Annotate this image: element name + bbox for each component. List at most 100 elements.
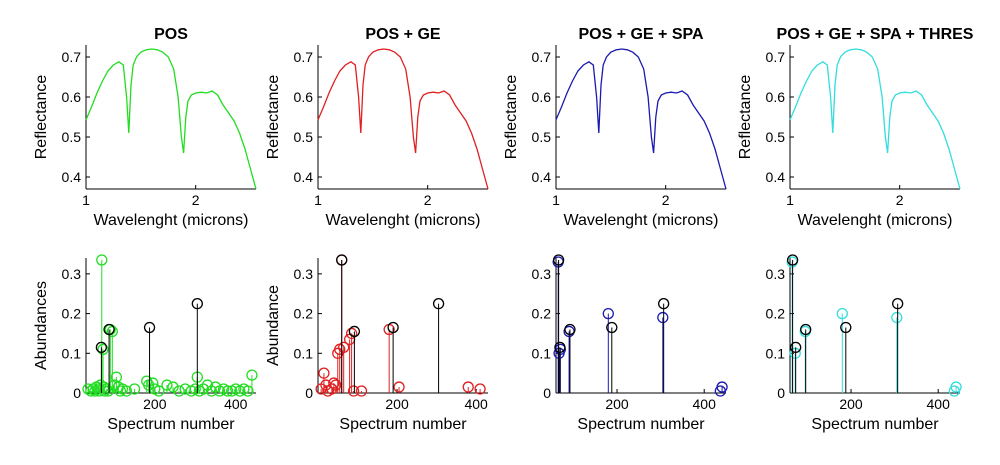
abundance-x-tick-label: 400 (693, 396, 717, 412)
abundance-stem-marker (330, 379, 342, 391)
abundance-stem-marker (102, 385, 114, 397)
abundance-stem-marker (147, 377, 159, 389)
abundance-stem-marker (246, 369, 258, 381)
abundance-stem-marker (393, 381, 405, 393)
reflectance-y-tick-label: 0.6 (294, 89, 314, 105)
reflectance-y-axis-label: Reflectance (33, 75, 50, 160)
abundance-axes-1: 200 400 0 0.1 0.2 0.3 Spectrum number Abundance (265, 254, 488, 433)
abundance-stem-marker (201, 379, 214, 391)
abundance-stem-marker (387, 321, 399, 334)
abundance-stem-marker (85, 385, 97, 397)
abundance-stem-marker (892, 298, 904, 310)
abundance-x-tick-label: 200 (143, 396, 167, 412)
abundance-y-tick-label: 0 (777, 385, 785, 401)
abundance-stem-marker (474, 383, 486, 395)
reflectance-y-tick-label: 0.4 (766, 169, 786, 185)
abundance-y-tick-label: 0.2 (62, 306, 82, 322)
abundance-stem-marker (95, 341, 108, 353)
abundance-y-tick-label: 0.1 (62, 345, 82, 361)
abundance-stem-marker (800, 323, 812, 336)
abundance-y-tick-label: 0.3 (532, 266, 552, 282)
reflectance-axes-3: 1 2 0.4 0.5 0.6 0.7 Wavelenght (microns) Reflec… (737, 26, 974, 229)
abundance-x-axis-label: Spectrum number (811, 416, 939, 433)
reflectance-y-tick-label: 0.5 (766, 129, 786, 145)
reflectance-x-tick-label: 2 (662, 192, 670, 208)
abundance-y-tick-label: 0.3 (62, 266, 82, 282)
abundance-stem-marker (143, 321, 156, 334)
reflectance-y-axis-label: Reflectance (265, 75, 282, 160)
abundance-y-tick-label: 0 (543, 385, 551, 401)
reflectance-y-tick-label: 0.7 (766, 49, 786, 65)
abundance-y-axis-label: Abundance (265, 285, 282, 366)
reflectance-y-tick-label: 0.7 (294, 49, 314, 65)
reflectance-x-axis-label: Wavelenght (microns) (325, 212, 480, 229)
reflectance-x-tick-label: 1 (314, 192, 322, 208)
reflectance-x-tick-label: 2 (192, 192, 200, 208)
abundance-stem-marker (205, 385, 218, 397)
abundance-axes-3: 200 400 0 0.1 0.2 0.3 Spectrum number (766, 254, 962, 433)
abundance-y-tick-label: 0.2 (766, 306, 786, 322)
reflectance-series-line (555, 48, 727, 190)
abundance-stem-marker (462, 381, 474, 393)
abundance-stem-marker (153, 385, 165, 397)
abundance-y-tick-label: 0 (73, 385, 81, 401)
abundance-stem-marker (120, 385, 133, 397)
abundance-axes-2: 200 400 0 0.1 0.2 0.3 Spectrum number (532, 254, 728, 433)
reflectance-axes-1: 1 2 0.4 0.5 0.6 0.7 Wavelenght (microns) Reflec… (265, 26, 489, 229)
abundance-stem-marker (554, 341, 566, 353)
reflectance-x-tick-label: 2 (424, 192, 432, 208)
abundance-stem-marker (114, 385, 127, 397)
abundance-stem-marker (242, 385, 254, 397)
abundance-stem-marker (103, 323, 115, 336)
reflectance-y-tick-label: 0.5 (294, 129, 314, 145)
reflectance-y-tick-label: 0.7 (532, 49, 552, 65)
reflectance-x-tick-label: 1 (786, 192, 794, 208)
reflectance-x-tick-label: 1 (82, 192, 90, 208)
abundance-x-axis-label: Spectrum number (107, 416, 235, 433)
abundance-x-tick-label: 200 (839, 396, 863, 412)
abundance-x-axis-label: Spectrum number (577, 416, 705, 433)
abundance-stem-marker (96, 254, 108, 266)
reflectance-title: POS + GE + SPA + THRES (777, 26, 974, 43)
abundance-x-tick-label: 400 (927, 396, 951, 412)
abundance-stem-marker (347, 385, 360, 397)
abundance-stem-marker (790, 341, 802, 353)
reflectance-y-tick-label: 0.7 (62, 49, 82, 65)
abundance-stem-marker (658, 298, 670, 310)
abundance-stem-marker (564, 323, 576, 336)
reflectance-x-tick-label: 2 (896, 192, 904, 208)
abundance-y-axis-label: Abundances (33, 281, 50, 370)
abundance-stem-marker (355, 385, 368, 397)
abundance-stem-marker (338, 341, 350, 353)
reflectance-x-axis-label: Wavelenght (microns) (563, 212, 718, 229)
abundance-stem-marker (173, 385, 185, 397)
abundance-y-tick-label: 0.1 (766, 345, 786, 361)
abundance-stem-marker (840, 321, 852, 334)
abundance-stem-marker (328, 377, 340, 389)
reflectance-y-axis-label: Reflectance (737, 75, 754, 160)
reflectance-y-tick-label: 0.5 (62, 129, 82, 145)
abundance-stem-marker (197, 383, 210, 395)
abundance-x-tick-label: 200 (385, 396, 409, 412)
abundance-stem-marker (836, 307, 848, 320)
abundance-x-tick-label: 400 (464, 396, 488, 412)
abundance-stem-marker (326, 383, 338, 395)
abundance-stem-marker (348, 325, 361, 338)
abundance-stem-marker (191, 298, 203, 310)
reflectance-axes-0: 1 2 0.4 0.5 0.6 0.7 Wavelenght (microns) Reflec… (33, 26, 257, 229)
abundance-stem-marker (891, 311, 903, 324)
abundance-stem-marker (128, 383, 141, 395)
reflectance-y-tick-label: 0.6 (766, 89, 786, 105)
abundance-y-tick-label: 0.2 (532, 306, 552, 322)
abundance-x-axis-label: Spectrum number (339, 416, 467, 433)
reflectance-series-line (789, 48, 961, 190)
abundance-stem-marker (222, 385, 234, 397)
abundance-stem-marker (318, 367, 330, 379)
abundance-y-tick-label: 0.2 (294, 306, 314, 322)
reflectance-title: POS (154, 26, 188, 43)
abundance-x-tick-label: 400 (224, 396, 248, 412)
reflectance-y-tick-label: 0.6 (532, 89, 552, 105)
abundance-stem-marker (552, 254, 565, 266)
reflectance-y-tick-label: 0.4 (294, 169, 314, 185)
